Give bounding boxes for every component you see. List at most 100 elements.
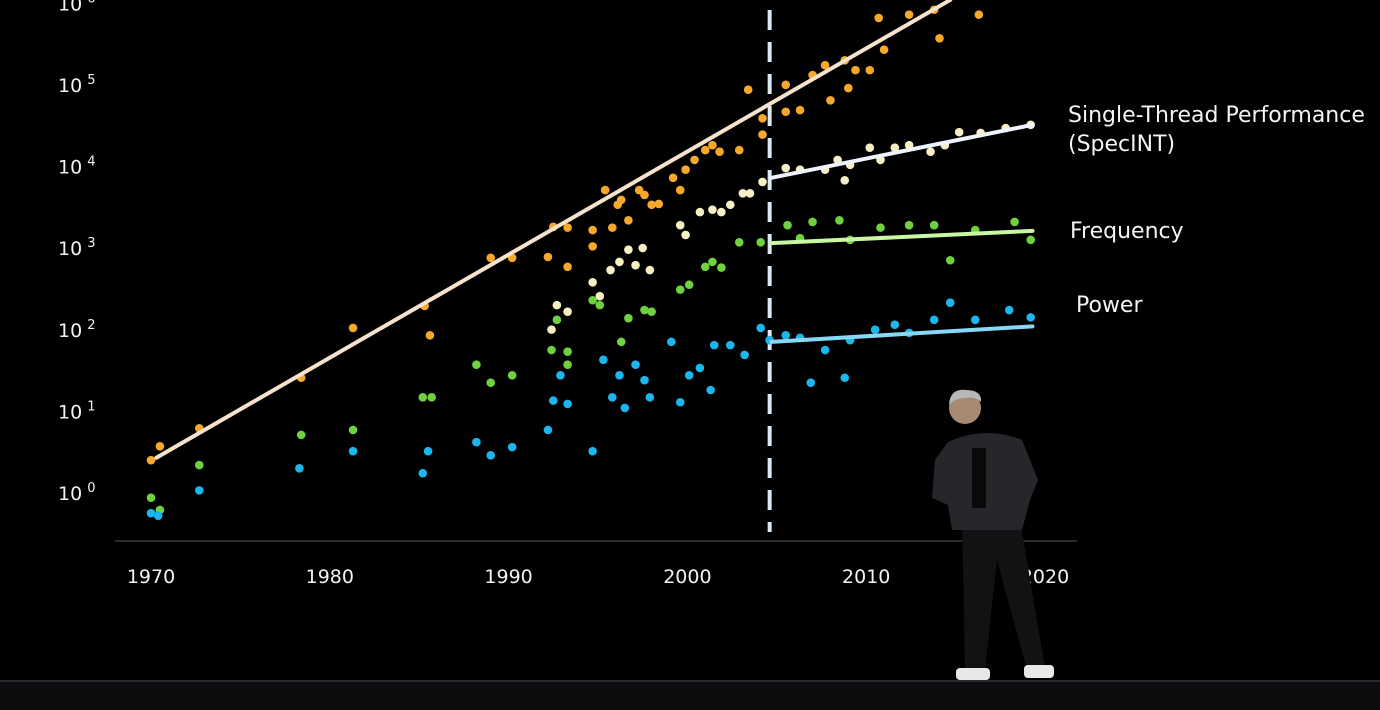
data-point (974, 10, 984, 19)
data-point (806, 378, 816, 387)
data-point (684, 371, 694, 380)
data-point (654, 199, 664, 209)
data-point (879, 45, 889, 55)
data-point (675, 220, 685, 230)
data-point (588, 446, 597, 456)
data-point (146, 493, 156, 503)
data-point (194, 460, 204, 470)
data-point (599, 355, 608, 365)
y-tick-exponent: 0 (87, 481, 95, 496)
data-point (563, 399, 572, 409)
trend-lines (154, 0, 1035, 460)
data-point (743, 85, 753, 95)
data-point (472, 360, 481, 370)
y-tick-base: 10 (58, 0, 82, 15)
data-point (667, 337, 676, 347)
data-point (418, 393, 428, 402)
data-point (640, 190, 649, 200)
data-point (781, 80, 791, 90)
data-point (954, 127, 964, 137)
data-point (608, 223, 617, 232)
data-point (563, 347, 572, 356)
data-point (890, 320, 900, 330)
data-point (935, 34, 944, 43)
data-point (146, 455, 156, 465)
data-point (563, 262, 572, 272)
data-point (547, 345, 556, 355)
data-point (155, 442, 165, 451)
y-tick-base: 10 (58, 401, 82, 423)
data-point (486, 378, 496, 387)
data-point (795, 105, 805, 115)
data-point (194, 486, 204, 495)
data-point (808, 217, 817, 227)
data-point (756, 323, 766, 333)
y-tick-base: 10 (58, 483, 82, 505)
data-point (588, 277, 597, 287)
data-point (616, 195, 626, 205)
data-point (423, 446, 433, 456)
data-point (904, 220, 914, 230)
data-point (700, 145, 710, 155)
y-tick-base: 10 (58, 75, 82, 97)
data-point (556, 371, 565, 380)
data-point (715, 147, 724, 157)
data-point (681, 230, 690, 240)
x-tick-label: 2010 (842, 566, 890, 588)
data-point (708, 140, 717, 150)
data-point (781, 107, 791, 117)
data-point (826, 96, 835, 105)
data-point (781, 163, 791, 173)
data-point (904, 10, 914, 19)
data-point (675, 397, 685, 407)
y-tick-label: 10 1 (58, 399, 95, 423)
data-point (708, 205, 717, 214)
y-tick-label: 10 2 (58, 318, 95, 342)
data-point (146, 508, 156, 518)
trend-line (769, 228, 1035, 246)
y-tick-label: 10 0 (58, 481, 95, 505)
data-point (681, 165, 690, 174)
data-point (706, 385, 715, 395)
y-tick-exponent: 5 (87, 73, 95, 88)
y-tick-label: 10 5 (58, 73, 95, 97)
data-point (645, 393, 655, 402)
series-label: (SpecINT) (1068, 132, 1175, 157)
data-point (726, 340, 735, 350)
data-points (146, 5, 1035, 520)
data-point (929, 315, 939, 325)
data-point (1004, 305, 1014, 315)
y-tick-base: 10 (58, 157, 82, 179)
data-point (507, 371, 517, 380)
data-point (700, 262, 710, 272)
data-point (638, 243, 647, 253)
data-point (758, 113, 767, 123)
data-point (945, 298, 955, 307)
x-tick-label: 1980 (306, 566, 354, 588)
data-point (717, 263, 726, 272)
data-point (668, 173, 678, 183)
data-point (945, 255, 955, 265)
series-labels: Single-Thread Performance (SpecINT) Freque… (1068, 103, 1365, 318)
data-point (709, 340, 719, 350)
data-point (296, 430, 306, 440)
data-point (758, 177, 767, 187)
data-point (1026, 235, 1035, 245)
series-label: Frequency (1070, 219, 1184, 244)
data-point (904, 140, 914, 150)
y-tick-exponent: 2 (87, 318, 95, 333)
trend-line (154, 0, 953, 460)
data-point (745, 189, 755, 198)
data-point (418, 468, 428, 478)
data-point (876, 223, 885, 232)
y-tick-exponent: 4 (87, 155, 95, 170)
y-tick-exponent: 6 (87, 0, 95, 6)
data-point (543, 425, 553, 435)
y-tick-exponent: 3 (87, 236, 95, 251)
data-point (543, 252, 553, 262)
x-tick-label: 1970 (127, 566, 175, 588)
data-point (726, 200, 735, 210)
data-point (865, 65, 875, 75)
data-point (563, 307, 572, 316)
